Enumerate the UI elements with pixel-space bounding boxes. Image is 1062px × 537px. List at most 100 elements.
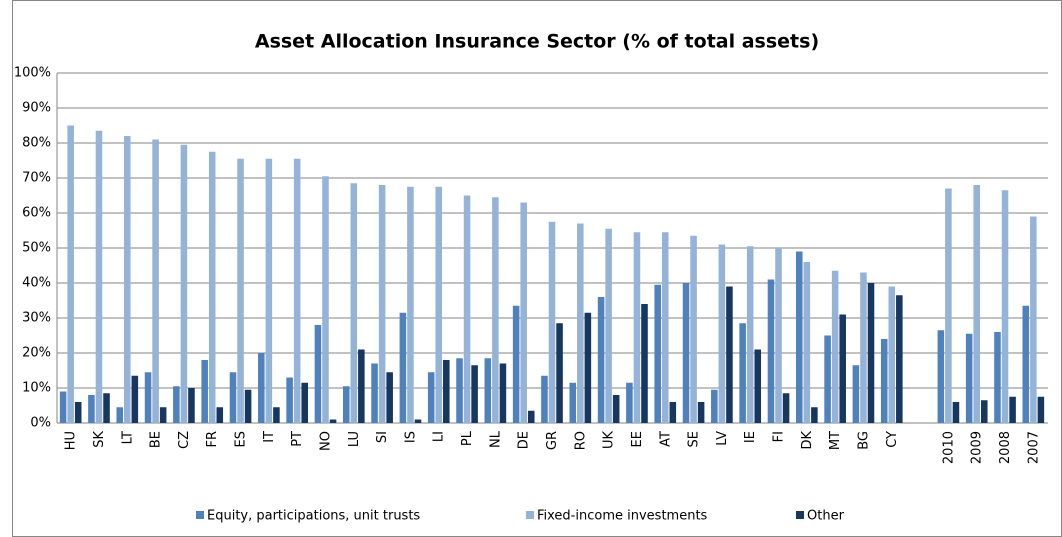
bar [512,305,520,423]
bar [527,410,535,423]
bar [188,388,195,423]
bar [612,395,620,423]
bar [59,391,67,423]
y-tick-label: 80% [22,136,51,151]
bar [831,270,839,423]
x-tick-label: IT [262,431,277,443]
bar [371,363,378,423]
y-tick-label: 30% [22,311,51,326]
bar [265,158,273,423]
bar [682,283,690,423]
x-tick-label: RO [573,431,588,450]
x-tick-label: UK [602,431,617,450]
bar [124,136,131,423]
bar [386,372,393,423]
bar [159,407,167,423]
x-tick-label: 2008 [998,431,1013,464]
bar [131,375,139,423]
bar [641,304,648,423]
bar [499,363,507,423]
x-tick-label: LU [347,431,362,447]
bar [569,382,577,423]
bar [329,419,337,423]
bar [852,365,860,423]
y-tick-label: 70% [22,171,51,186]
bar [435,186,443,423]
x-tick-label: IE [743,431,758,443]
bar [669,402,677,423]
bar [273,407,280,423]
bar [399,312,407,423]
legend-swatch [796,511,804,519]
y-tick-label: 60% [22,206,51,221]
bar [237,158,244,423]
bar [95,130,103,423]
bar [718,244,726,423]
bar [980,400,988,423]
bar [541,375,548,423]
bar [144,372,152,423]
x-tick-label: AT [658,431,673,447]
legend-label: Equity, participations, unit trusts [207,509,420,524]
x-tick-label: DK [800,431,815,450]
bar [229,372,237,423]
bar [1009,396,1016,423]
bar [654,284,661,423]
bar [860,272,867,423]
x-tick-label: CZ [177,431,192,449]
bar [880,339,888,423]
y-tick-label: 0% [30,416,51,431]
bar [952,402,960,423]
bar [484,358,492,423]
x-tick-label: NO [318,431,333,451]
bar [605,228,612,423]
bar [88,395,95,423]
x-tick-label: 2010 [941,431,956,464]
bar [378,185,386,423]
bar [1037,396,1045,423]
bar [839,314,846,423]
bar [1001,190,1009,423]
bar [965,333,973,423]
bar [626,382,633,423]
x-tick-label: MT [828,431,843,450]
bar [697,402,705,423]
bar [358,349,365,423]
bar [796,251,803,423]
bar [824,335,831,423]
bar [1030,216,1037,423]
bar [937,330,945,423]
bar [690,235,697,423]
bar [314,325,322,423]
legend-label: Fixed-income investments [537,509,708,524]
bar [74,402,82,423]
bar [293,158,301,423]
legend-swatch [196,511,204,519]
bar [888,286,896,423]
bar [152,139,159,423]
bar [782,393,790,423]
bar [746,246,754,423]
bar [492,197,499,423]
y-tick-label: 40% [22,276,51,291]
bar [739,323,746,423]
bar [726,286,733,423]
bar [661,232,669,423]
bar [201,360,208,423]
x-tick-label: FR [205,431,220,448]
y-tick-label: 100% [14,66,51,81]
x-tick-label: NL [488,430,503,448]
x-tick-label: PL [460,430,475,446]
bar [584,312,592,423]
chart-title: Asset Allocation Insurance Sector (% of … [255,31,819,53]
x-tick-label: SE [687,431,702,447]
bar [301,382,308,423]
bar [633,232,641,423]
bar [216,407,224,423]
bar [208,151,216,423]
x-tick-label: FI [772,431,787,442]
x-tick-label: BE [149,431,164,448]
legend-label: Other [807,509,845,524]
x-tick-label: 2009 [970,431,985,464]
